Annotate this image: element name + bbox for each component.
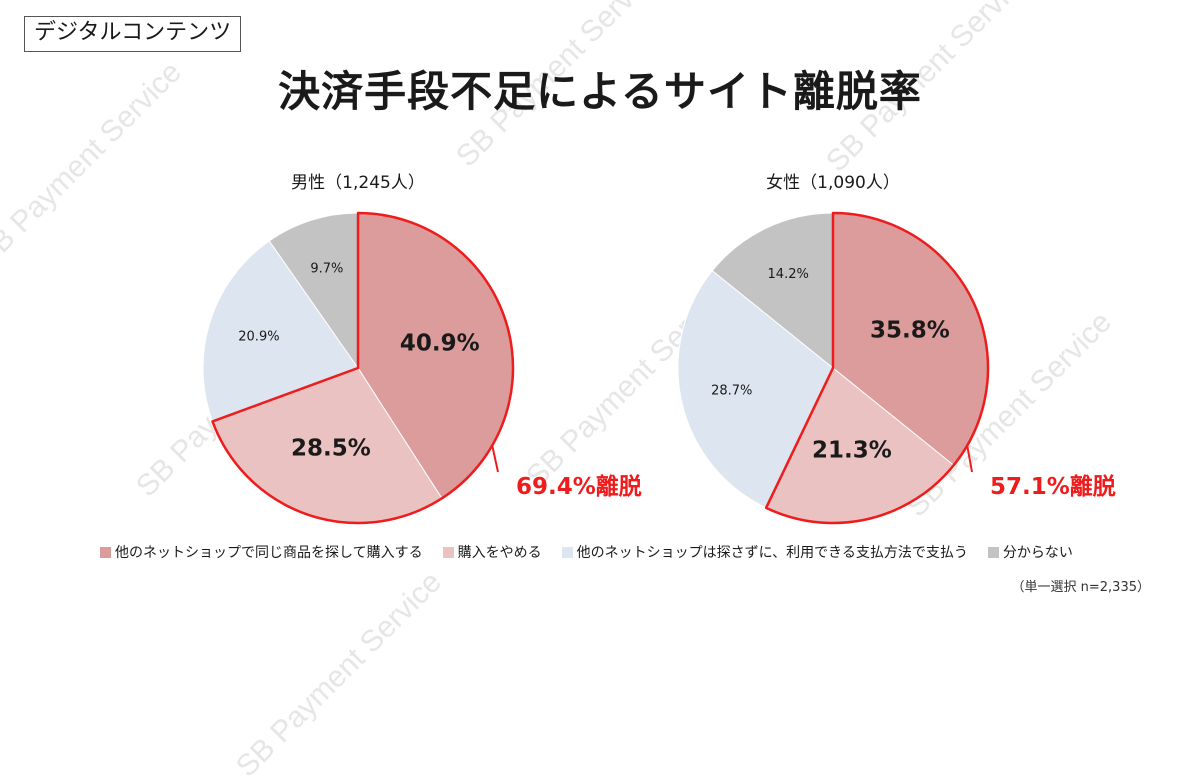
slice-label: 14.2% — [768, 267, 809, 282]
leader-line — [966, 445, 973, 473]
pie-slice — [268, 212, 359, 370]
page-title: 決済手段不足によるサイト離脱率 — [278, 67, 922, 116]
legend-swatch — [561, 546, 573, 558]
leader-line — [491, 445, 499, 473]
category-tag: デジタルコンテンツ — [24, 16, 242, 52]
slice-label: 21.3% — [812, 438, 892, 464]
legend-item: 購入をやめる — [442, 542, 542, 562]
slice-label: 40.9% — [400, 330, 480, 356]
slice-label: 9.7% — [310, 261, 343, 276]
exit-rate-label: 57.1%離脱 — [990, 473, 1116, 500]
pie-charts: 男性（1,245人） 40.9% 28.5% 20.9% 9.7% 69.4%離脱 女性（1… — [202, 173, 1116, 525]
legend-item: 他のネットショップで同じ商品を探して購入する — [100, 542, 423, 562]
legend-swatch — [100, 546, 111, 558]
pie-slice — [711, 212, 834, 370]
pie-slice — [202, 240, 359, 423]
highlight-outline — [764, 211, 990, 525]
highlight-outline — [211, 211, 515, 525]
legend-label: 他のネットショップは探さずに、利用できる支払方法で支払う — [576, 545, 968, 561]
exit-rate-label: 69.4%離脱 — [516, 473, 642, 500]
pie-title: 女性（1,090人） — [766, 173, 900, 193]
legend-label: 他のネットショップで同じ商品を探して購入する — [115, 545, 423, 561]
slice-label: 20.9% — [238, 329, 279, 344]
legend-label: 購入をやめる — [457, 545, 542, 561]
legend: 他のネットショップで同じ商品を探して購入する 購入をやめる 他のネットショップは… — [100, 542, 1093, 562]
legend-label: 分からない — [1002, 545, 1073, 561]
legend-swatch — [987, 546, 999, 558]
slice-label: 28.7% — [711, 383, 752, 398]
slice-label: 28.5% — [291, 435, 371, 461]
legend-item: 分からない — [987, 542, 1073, 562]
sample-note: （単一選択 n=2,335） — [1011, 580, 1150, 595]
pie-title: 男性（1,245人） — [291, 173, 425, 193]
legend-item: 他のネットショップは探さずに、利用できる支払方法で支払う — [561, 542, 968, 562]
slice-label: 35.8% — [870, 318, 950, 344]
legend-swatch — [442, 546, 454, 558]
